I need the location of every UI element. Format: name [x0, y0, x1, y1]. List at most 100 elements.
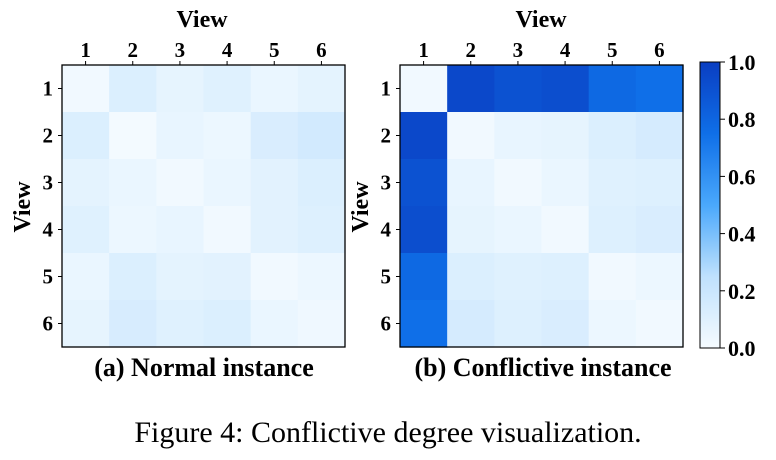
heatmap-cell — [635, 206, 684, 254]
x-tick-label: 5 — [269, 38, 280, 62]
heatmap-cell — [297, 159, 346, 207]
plot-frame — [61, 64, 346, 348]
heatmap-cell — [62, 253, 110, 301]
heatmap-cell — [297, 253, 346, 301]
heatmap-cell — [541, 65, 590, 113]
heatmap-cell — [400, 253, 448, 301]
heatmap-cell — [494, 112, 543, 160]
y-tick-label: 4 — [381, 218, 392, 242]
heatmap-cell — [400, 112, 448, 160]
x-tick-label: 2 — [466, 38, 477, 62]
heatmap-cell — [62, 206, 110, 254]
heatmap-cell — [447, 65, 495, 113]
heatmap-cell — [250, 112, 299, 160]
heatmap-cell — [109, 112, 157, 160]
y-tick-label: 1 — [381, 77, 392, 101]
heatmap-cell — [62, 300, 110, 348]
heatmap-cell — [203, 206, 252, 254]
colorbar-tick-label: 0.6 — [728, 164, 756, 189]
heatmap-cell — [588, 206, 637, 254]
heatmap-cell — [297, 300, 346, 348]
x-tick-label: 6 — [316, 38, 327, 62]
x-tick-label: 1 — [80, 38, 91, 62]
heatmap-cell — [588, 65, 637, 113]
heatmap-cell — [109, 65, 157, 113]
colorbar-ticks: 0.0 0.2 0.4 0.6 0.8 1.0 — [720, 50, 756, 361]
heatmap-normal: View 1 2 3 4 5 6 View 1 2 3 4 5 6 (a) Normal insta… — [10, 7, 346, 382]
x-tick-labels: 1 2 3 4 5 6 — [418, 38, 665, 65]
y-tick-label: 6 — [43, 312, 54, 336]
heatmap-cell — [156, 159, 205, 207]
heatmap-cell — [494, 206, 543, 254]
y-tick-label: 3 — [381, 171, 392, 195]
y-axis-label: View — [348, 181, 374, 233]
heatmap-cells — [400, 65, 684, 348]
heatmap-cell — [588, 253, 637, 301]
x-axis-label: View — [176, 7, 228, 33]
x-tick-label: 4 — [222, 38, 233, 62]
y-axis-label: View — [10, 181, 36, 233]
y-tick-label: 2 — [43, 124, 54, 148]
heatmap-cell — [203, 112, 252, 160]
heatmap-cell — [156, 253, 205, 301]
x-tick-label: 4 — [560, 38, 571, 62]
y-tick-label: 4 — [43, 218, 54, 242]
heatmap-cell — [62, 112, 110, 160]
figure-caption: Figure 4: Conflictive degree visualizati… — [134, 416, 642, 449]
y-tick-label: 1 — [43, 77, 54, 101]
heatmap-cell — [635, 253, 684, 301]
colorbar-gradient — [699, 61, 721, 349]
heatmap-cell — [62, 65, 110, 113]
x-tick-labels: 1 2 3 4 5 6 — [80, 38, 327, 65]
heatmap-cell — [588, 300, 637, 348]
heatmap-cell — [109, 206, 157, 254]
x-axis-label: View — [515, 7, 567, 33]
y-tick-label: 3 — [43, 171, 54, 195]
x-tick-label: 1 — [418, 38, 429, 62]
y-tick-labels: 1 2 3 4 5 6 — [43, 77, 62, 336]
heatmap-cell — [494, 300, 543, 348]
y-tick-label: 2 — [381, 124, 392, 148]
heatmap-cell — [541, 300, 590, 348]
heatmap-cell — [109, 159, 157, 207]
heatmap-cell — [588, 159, 637, 207]
heatmap-cell — [203, 253, 252, 301]
heatmap-cell — [156, 112, 205, 160]
subplot-title: (a) Normal instance — [94, 353, 314, 382]
heatmap-cell — [250, 206, 299, 254]
y-tick-label: 5 — [381, 265, 392, 289]
heatmap-cell — [203, 65, 252, 113]
heatmap-cell — [635, 300, 684, 348]
heatmap-cell — [400, 206, 448, 254]
heatmap-cell — [297, 112, 346, 160]
heatmap-cell — [250, 65, 299, 113]
heatmap-cell — [203, 159, 252, 207]
heatmap-cell — [400, 159, 448, 207]
y-tick-labels: 1 2 3 4 5 6 — [381, 77, 400, 336]
colorbar-tick-label: 0.0 — [728, 336, 756, 361]
colorbar: 0.0 0.2 0.4 0.6 0.8 1.0 — [699, 50, 756, 361]
heatmap-conflictive: View 1 2 3 4 5 6 View 1 2 3 4 5 6 (b) Conflictive … — [348, 7, 684, 382]
heatmap-cell — [635, 159, 684, 207]
heatmap-cell — [635, 65, 684, 113]
heatmap-cell — [203, 300, 252, 348]
heatmap-cell — [250, 253, 299, 301]
heatmap-cell — [541, 159, 590, 207]
x-tick-label: 5 — [607, 38, 618, 62]
heatmap-cell — [447, 159, 495, 207]
y-tick-label: 6 — [381, 312, 392, 336]
heatmap-cell — [62, 159, 110, 207]
colorbar-tick-label: 0.4 — [728, 222, 756, 247]
plot-frame — [399, 64, 684, 348]
colorbar-tick-label: 0.2 — [728, 279, 756, 304]
heatmap-cell — [156, 65, 205, 113]
heatmap-cell — [447, 112, 495, 160]
heatmap-cell — [400, 300, 448, 348]
heatmap-cell — [541, 253, 590, 301]
heatmap-cell — [109, 253, 157, 301]
heatmap-cell — [109, 300, 157, 348]
heatmap-cell — [447, 300, 495, 348]
y-tick-label: 5 — [43, 265, 54, 289]
colorbar-tick-label: 1.0 — [728, 50, 756, 75]
